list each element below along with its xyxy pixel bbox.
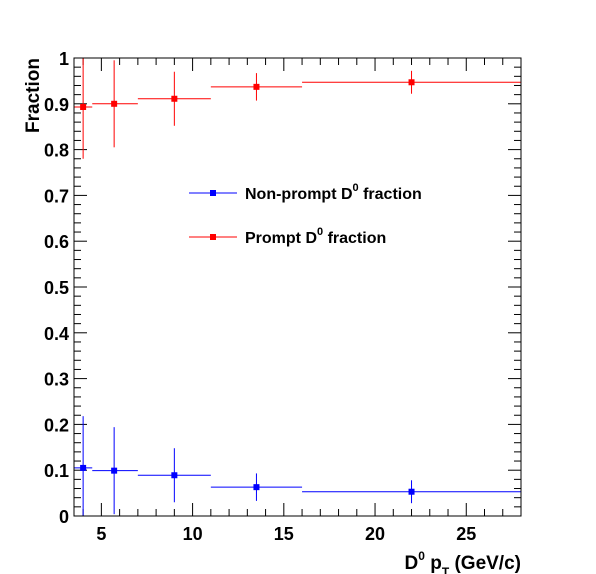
x-tick-label: 5 bbox=[96, 524, 106, 544]
x-tick-label: 25 bbox=[456, 524, 476, 544]
data-point bbox=[171, 472, 178, 479]
x-label-sub: T bbox=[442, 565, 450, 574]
x-label-mid: p bbox=[425, 553, 442, 574]
data-point bbox=[80, 104, 87, 111]
data-point bbox=[171, 95, 178, 102]
y-tick-label: 0.9 bbox=[44, 95, 69, 115]
x-label-sup: 0 bbox=[418, 549, 425, 563]
series-layer bbox=[74, 58, 521, 516]
x-tick-label: 20 bbox=[365, 524, 385, 544]
y-tick-label: 0.2 bbox=[44, 415, 69, 435]
y-tick-label: 0.4 bbox=[44, 324, 69, 344]
legend-label-prompt-sup: 0 bbox=[317, 226, 323, 238]
data-point bbox=[408, 79, 415, 86]
y-tick-label: 0.5 bbox=[44, 278, 69, 298]
x-label-main: D bbox=[405, 553, 419, 574]
legend-label-non-prompt-sup: 0 bbox=[353, 182, 359, 194]
legend-entry-prompt: Prompt D0 fraction bbox=[189, 226, 386, 247]
plot-frame bbox=[73, 57, 522, 517]
data-point bbox=[111, 100, 118, 107]
y-tick-label: 0.3 bbox=[44, 370, 69, 390]
legend-label-non-prompt-main: Non-prompt D bbox=[245, 186, 353, 203]
x-tick-label: 15 bbox=[274, 524, 294, 544]
legend-label-non-prompt-tail: fraction bbox=[359, 186, 422, 203]
series-non-prompt bbox=[74, 416, 521, 516]
y-tick-label: 0.1 bbox=[44, 461, 69, 481]
data-point bbox=[111, 467, 118, 474]
y-tick-label: 0 bbox=[59, 507, 69, 527]
series-prompt bbox=[74, 58, 521, 159]
tick-labels: 00.10.20.30.40.50.60.70.80.915 10 15 20 25 bbox=[44, 49, 476, 544]
y-axis-label: Fraction bbox=[23, 58, 44, 133]
data-point bbox=[253, 83, 260, 90]
legend-label-prompt-tail: fraction bbox=[323, 230, 386, 247]
legend-marker-non-prompt bbox=[210, 190, 216, 196]
legend-marker-prompt bbox=[210, 234, 216, 240]
legend: Non-prompt D0 fraction Prompt D0 fractio… bbox=[189, 182, 422, 247]
legend-label-non-prompt: Non-prompt D0 fraction bbox=[245, 182, 422, 203]
data-point bbox=[80, 464, 87, 471]
data-point bbox=[408, 488, 415, 495]
x-tick-label: 10 bbox=[183, 524, 203, 544]
y-tick-label: 1 bbox=[59, 49, 69, 69]
data-point bbox=[253, 484, 260, 491]
y-tick-label: 0.8 bbox=[44, 141, 69, 161]
y-tick-label: 0.6 bbox=[44, 232, 69, 252]
x-label-tail: (GeV/c) bbox=[449, 553, 521, 574]
axis-ticks bbox=[74, 57, 522, 517]
legend-entry-non-prompt: Non-prompt D0 fraction bbox=[189, 182, 422, 203]
x-axis-label: D0 pT (GeV/c) bbox=[405, 549, 521, 574]
y-tick-label: 0.7 bbox=[44, 186, 69, 206]
legend-label-prompt: Prompt D0 fraction bbox=[245, 226, 386, 247]
legend-label-prompt-main: Prompt D bbox=[245, 230, 317, 247]
